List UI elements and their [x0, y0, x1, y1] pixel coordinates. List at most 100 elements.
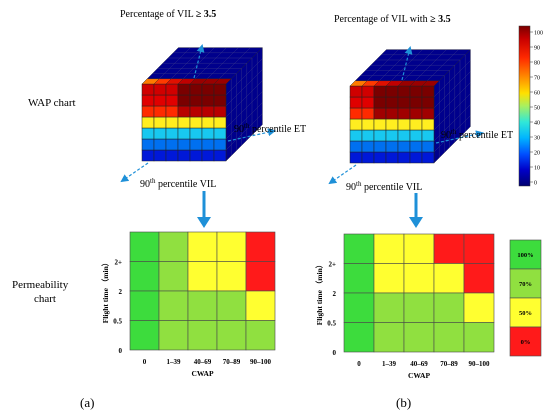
colorbar-tick-label: 40 — [534, 121, 540, 127]
vil-axis-arrow — [328, 164, 357, 185]
heatmap-x-tick: 0 — [357, 360, 361, 368]
cube-front-cell — [397, 107, 411, 120]
cube-a-et-axis-label: 90th percentile ET — [234, 122, 306, 135]
cube-top-step-cell — [421, 80, 440, 87]
percentage-axis-arrow — [193, 44, 205, 79]
colorbar-tick-label: 20 — [534, 151, 540, 157]
cube-front-cell — [385, 151, 399, 164]
et-axis-arrow — [227, 128, 276, 142]
down-arrow-b — [409, 193, 423, 228]
cube-front-cell — [153, 83, 167, 96]
cube-front-cell — [201, 94, 215, 107]
cube-front-cell — [409, 118, 423, 131]
heatmap-y-tick: 0 — [333, 349, 337, 357]
cube-front-cell — [361, 129, 375, 142]
heatmap-cell — [187, 290, 218, 321]
colorbar-tick-label: 80 — [534, 61, 540, 67]
heatmap-y-tick: 2 — [119, 288, 123, 296]
colorbar-tick-label: 30 — [534, 136, 540, 142]
heatmap-cell — [343, 263, 375, 294]
cube-front-cell — [213, 116, 227, 129]
cube-front-cell — [349, 85, 363, 98]
heatmap-y-tick: 0.5 — [113, 318, 122, 326]
cube-front-cell — [165, 83, 179, 96]
cube-front-cell — [361, 151, 375, 164]
cube-front-cell — [385, 140, 399, 153]
cube-front-cell — [213, 83, 227, 96]
cube-b-title: Percentage of VIL with ≥ 3.5 — [334, 14, 451, 25]
cube-front-cell — [349, 129, 363, 142]
permeability-label-line2: chart — [34, 293, 56, 305]
heatmap-cell — [403, 233, 435, 264]
vil-axis-arrow — [120, 162, 149, 183]
cube-front-cell — [201, 138, 215, 151]
cube-front-cell — [385, 129, 399, 142]
cube-front-cell — [397, 140, 411, 153]
heatmap-cell — [343, 233, 375, 264]
heatmap-cell — [187, 261, 218, 292]
cube-front-cell — [189, 116, 203, 129]
heatmap-x-tick: 70–89 — [440, 360, 458, 368]
cube-front-cell — [385, 118, 399, 131]
permeability-heatmap-a: 0 1–39 40–69 70–89 90–100 0 0.5 2 2+ CWAP Flight t… — [100, 231, 276, 378]
colorbar-tick-label: 70 — [534, 76, 540, 82]
cube-front-cell — [201, 127, 215, 140]
cube-front-cell — [385, 107, 399, 120]
heatmap-cell — [187, 231, 218, 262]
heatmap-y-tick: 2+ — [115, 259, 123, 267]
cube-front-cell — [397, 151, 411, 164]
cube-a-title: Percentage of VIL ≥ 3.5 — [120, 9, 216, 20]
cube-b-et-axis-label: 90th percentile ET — [441, 128, 513, 141]
cube-front-cell — [201, 83, 215, 96]
heatmap-cell — [129, 290, 160, 321]
heatmap-cell — [129, 261, 160, 292]
cube-front-cell — [361, 140, 375, 153]
cube-front-cell — [189, 127, 203, 140]
permeability-legend-label: 100% — [517, 252, 533, 259]
cube-front-cell — [141, 149, 155, 162]
heatmap-x-tick: 1–39 — [382, 360, 397, 368]
permeability-legend-swatch — [509, 297, 542, 328]
heatmap-x-tick: 70–89 — [223, 358, 241, 366]
cube-b-vil-axis-label: 90th percentile VIL — [346, 180, 422, 193]
cube-front-cell — [373, 140, 387, 153]
colorbar-tick-label: 50 — [534, 106, 540, 112]
wap-cube-a — [120, 44, 276, 183]
cube-front-cell — [177, 149, 191, 162]
cube-front-cell — [397, 85, 411, 98]
cube-front-cell — [189, 83, 203, 96]
cube-front-cell — [373, 151, 387, 164]
heatmap-x-tick: 40–69 — [410, 360, 428, 368]
cube-front-cell — [153, 149, 167, 162]
cube-front-cell — [421, 107, 435, 120]
caption-b: (b) — [396, 395, 411, 410]
cube-front-cell — [153, 138, 167, 151]
cube-front-cell — [213, 149, 227, 162]
heatmap-x-tick: 90–100 — [250, 358, 272, 366]
cube-front-cell — [349, 96, 363, 109]
cube-front-cell — [361, 96, 375, 109]
heatmap-cell — [433, 263, 465, 294]
cube-front-cell — [409, 129, 423, 142]
colorbar-bar — [518, 25, 531, 187]
cube-front-cell — [373, 118, 387, 131]
cube-front-cell — [385, 85, 399, 98]
heatmap-cell — [403, 322, 435, 353]
heatmap-cell — [216, 320, 247, 351]
cube-front-cell — [421, 96, 435, 109]
colorbar-tick-label: 0 — [534, 181, 537, 187]
cube-front-cell — [361, 118, 375, 131]
cube-front-cell — [189, 149, 203, 162]
heatmap-cell — [216, 231, 247, 262]
heatmap-cell — [403, 292, 435, 323]
permeability-legend-label: 70% — [519, 281, 532, 288]
cube-a-vil-axis-label: 90th percentile VIL — [140, 177, 216, 190]
heatmap-x-label: CWAP — [408, 371, 431, 380]
heatmap-cell — [245, 261, 276, 292]
cube-front-cell — [361, 85, 375, 98]
heatmap-y-label: Flight time （min） — [314, 261, 324, 326]
percentage-axis-arrow — [401, 46, 413, 81]
heatmap-x-label: CWAP — [191, 369, 214, 378]
heatmap-cell — [463, 263, 495, 294]
cube-front-cell — [153, 116, 167, 129]
